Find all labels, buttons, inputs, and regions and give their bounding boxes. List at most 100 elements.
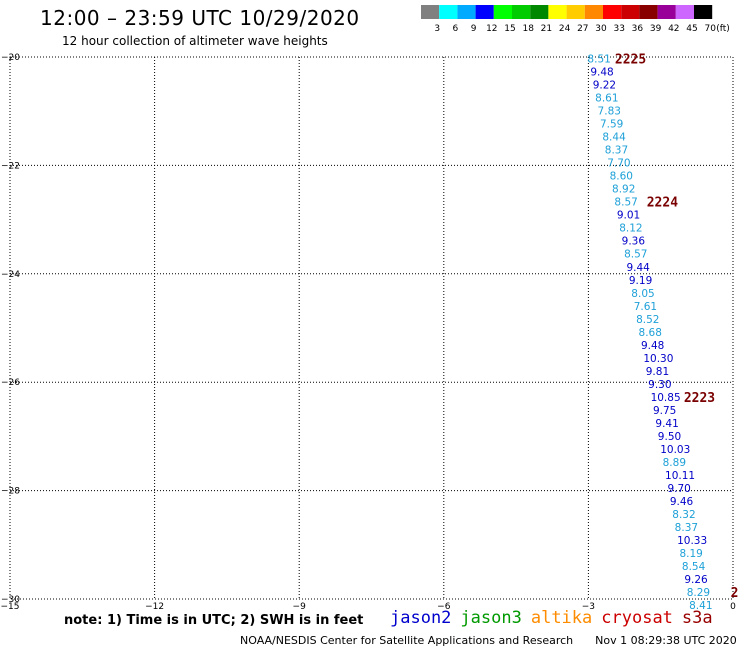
colorbar-tick: 21 (541, 24, 552, 33)
wave-height-label: 9.22 (593, 80, 616, 92)
wave-height-label: 10.85 (651, 392, 681, 404)
wave-height-label: 7.61 (634, 301, 657, 313)
wave-height-label: 9.01 (617, 210, 640, 222)
wave-height-label: 7.70 (607, 158, 630, 170)
time-label: 2224 (647, 196, 678, 211)
wave-height-label: 9.75 (653, 405, 676, 417)
wave-height-label: 9.48 (590, 67, 613, 79)
wave-height-label: 10.11 (665, 470, 695, 482)
wave-height-label: 9.70 (667, 483, 690, 495)
footer: NOAA/NESDIS Center for Satellite Applica… (240, 634, 740, 647)
wave-height-label: 9.26 (684, 574, 708, 586)
colorbar-tick: 24 (559, 24, 571, 33)
wave-height-label: 8.44 (602, 132, 626, 144)
colorbar-tick: 15 (504, 24, 515, 33)
wave-height-label: 9.30 (648, 379, 671, 391)
colorbar-tick: 36 (632, 24, 644, 33)
colorbar-swatch (694, 5, 713, 19)
time-label: 2223 (684, 391, 715, 406)
colorbar-swatch (675, 5, 694, 19)
satellite-altika: altika (530, 608, 593, 628)
colorbar-swatch (512, 5, 531, 19)
wave-height-label: 7.59 (600, 119, 623, 131)
wave-height-label: 8.51 (587, 54, 610, 66)
satellite-cryosat: cryosat (601, 608, 673, 628)
wave-height-label: 9.48 (641, 340, 664, 352)
colorbar-swatch (493, 5, 512, 19)
wave-height-label: 8.12 (619, 223, 642, 235)
wave-height-label: 8.92 (612, 184, 635, 196)
colorbar-swatch (475, 5, 494, 19)
colorbar-swatch (639, 5, 658, 19)
wave-height-label: 9.81 (646, 366, 669, 378)
colorbar-tick: 6 (453, 24, 459, 33)
altimeter-plot: −20−22−24−26−28−30−15 −12 −9 −6 −3 08.519.489… (1, 53, 739, 610)
colorbar-tick: 42 (668, 24, 679, 33)
colorbar-tick: 45 (686, 24, 697, 33)
y-tick-label: −20 (1, 53, 20, 63)
footnote: note: 1) Time is in UTC; 2) SWH is in fe… (64, 613, 364, 628)
wave-height-label: 8.57 (614, 197, 637, 209)
y-tick-label: −30 (1, 595, 20, 605)
satellite-jason2: jason2 (390, 608, 452, 628)
wave-height-label: 7.83 (598, 106, 621, 118)
colorbar-swatch (548, 5, 567, 19)
satellite-legend: jason2 jason3 altika cryosat s3a (390, 608, 722, 628)
wave-height-label: 8.29 (687, 587, 710, 599)
wave-height-label: 8.54 (682, 561, 706, 573)
y-tick-label: −26 (1, 378, 20, 388)
x-tick-label: −12 (145, 602, 164, 610)
colorbar-tick: 70 (704, 24, 716, 33)
wave-height-label: 8.61 (595, 93, 618, 105)
wave-height-label: 8.37 (675, 522, 698, 534)
wave-height-label: 8.41 (689, 600, 712, 610)
colorbar-tick: 39 (650, 24, 662, 33)
wave-height-label: 9.50 (658, 431, 681, 443)
colorbar-swatch (439, 5, 458, 19)
colorbar-swatch (603, 5, 622, 19)
wave-height-label: 9.19 (629, 275, 652, 287)
wave-height-label: 9.46 (670, 496, 694, 508)
wave-height-label: 8.57 (624, 249, 647, 261)
wave-height-label: 8.37 (605, 145, 628, 157)
satellite-jason3: jason3 (460, 608, 522, 628)
wave-height-label: 10.03 (660, 444, 690, 456)
x-tick-label: −15 (1, 602, 20, 610)
colorbar-swatch (584, 5, 603, 19)
colorbar-tick: 3 (434, 24, 440, 33)
colorbar-tick: 12 (486, 24, 497, 33)
wave-height-label: 8.52 (636, 314, 659, 326)
colorbar-swatch (621, 5, 640, 19)
x-tick-label: 0 (730, 602, 736, 610)
wave-height-label: 8.32 (672, 509, 695, 521)
x-tick-label: −6 (437, 602, 451, 610)
footer-agency: NOAA/NESDIS Center for Satellite Applica… (240, 634, 574, 647)
colorbar-swatch (457, 5, 476, 19)
colorbar-unit: (ft) (716, 24, 730, 33)
y-tick-label: −28 (1, 487, 20, 497)
wave-height-label: 9.41 (655, 418, 678, 430)
y-tick-label: −24 (1, 270, 20, 280)
wave-height-label: 8.05 (631, 288, 654, 300)
time-label: 2 (731, 586, 739, 601)
wave-height-label: 9.36 (622, 236, 646, 248)
colorbar-tick: 9 (471, 24, 477, 33)
wave-height-label: 8.19 (679, 548, 702, 560)
y-tick-label: −22 (1, 161, 20, 171)
chart-title: 12:00 – 23:59 UTC 10/29/2020 (40, 6, 360, 30)
colorbar-tick: 27 (577, 24, 588, 33)
colorbar-legend: 3 6 9 12 15 18 21 24 27 30 33 36 39 42 45 70 (ft) (421, 5, 730, 33)
colorbar-swatch (657, 5, 676, 19)
satellite-s3a: s3a (681, 608, 713, 628)
x-tick-label: −3 (582, 602, 595, 610)
colorbar-swatch (421, 5, 440, 19)
wave-height-label: 8.68 (639, 327, 662, 339)
colorbar-tick: 30 (595, 24, 607, 33)
colorbar-tick: 33 (613, 24, 624, 33)
colorbar-swatch (566, 5, 585, 19)
colorbar-swatch (530, 5, 549, 19)
wave-height-label: 8.60 (610, 171, 633, 183)
wave-height-label: 10.33 (677, 535, 707, 547)
plot-frame (9, 56, 734, 600)
wave-height-label: 10.30 (643, 353, 673, 365)
